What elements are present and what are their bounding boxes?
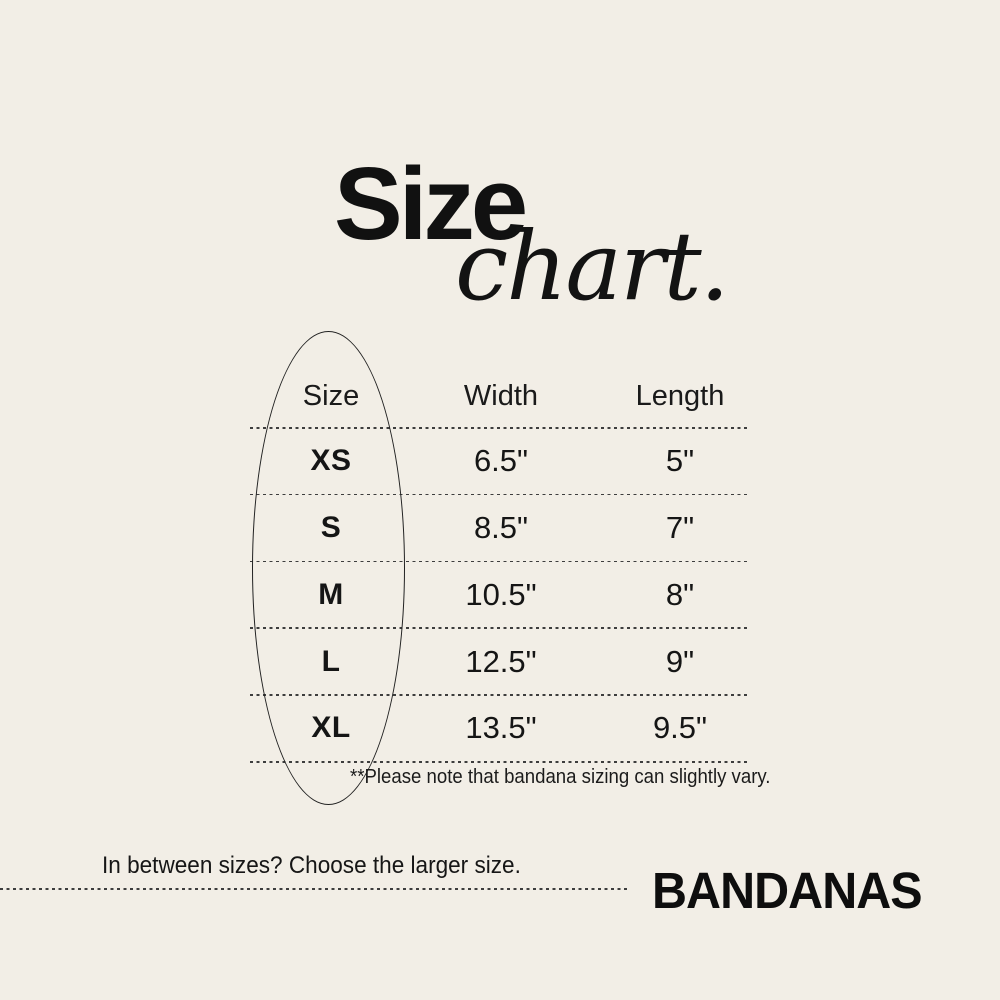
- row-divider: [250, 694, 748, 696]
- cell-l-size: L: [321, 644, 341, 678]
- cell-xs-width: 6.5": [473, 443, 529, 479]
- cell-xs-length: 5": [665, 443, 695, 479]
- table-row-xs: XS 6.5" 5": [250, 429, 770, 494]
- cell-s-size: S: [320, 510, 342, 544]
- cell-m-length: 8": [665, 576, 695, 612]
- cell-s-width: 8.5": [473, 509, 529, 545]
- column-header-width: Width: [463, 379, 539, 412]
- cell-l-width: 12.5": [465, 643, 537, 679]
- table-row-s: S 8.5" 7": [250, 495, 770, 560]
- cell-xl-width: 13.5": [465, 710, 537, 746]
- page-title: Size: [334, 146, 528, 261]
- cell-m-size: M: [318, 577, 344, 611]
- footer-divider: [0, 888, 628, 890]
- cell-l-length: 9": [665, 643, 695, 679]
- row-divider: [250, 493, 748, 496]
- column-header-length: Length: [635, 379, 725, 412]
- table-row-xl: XL 13.5" 9.5": [250, 696, 770, 761]
- between-sizes-tip: In between sizes? Choose the larger size…: [102, 852, 521, 879]
- table-row-l: L 12.5" 9": [250, 629, 770, 694]
- table-header-row: Size Width Length: [250, 365, 770, 427]
- row-divider: [250, 627, 748, 629]
- cell-s-length: 7": [665, 509, 695, 545]
- page-title-script: chart.: [455, 212, 730, 322]
- size-table: Size Width Length XS 6.5" 5" S 8.5" 7" M…: [250, 365, 770, 763]
- cell-xs-size: XS: [310, 444, 352, 478]
- brand-label: BANDANAS: [652, 862, 923, 919]
- cell-m-width: 10.5": [465, 576, 537, 612]
- cell-xl-length: 9.5": [652, 710, 708, 746]
- sizing-variance-note: **Please note that bandana sizing can sl…: [350, 766, 771, 788]
- row-divider: [250, 560, 748, 563]
- cell-xl-size: XL: [311, 711, 351, 745]
- row-divider: [250, 760, 748, 763]
- column-header-size: Size: [302, 379, 360, 412]
- row-divider: [250, 427, 748, 429]
- table-row-m: M 10.5" 8": [250, 562, 770, 627]
